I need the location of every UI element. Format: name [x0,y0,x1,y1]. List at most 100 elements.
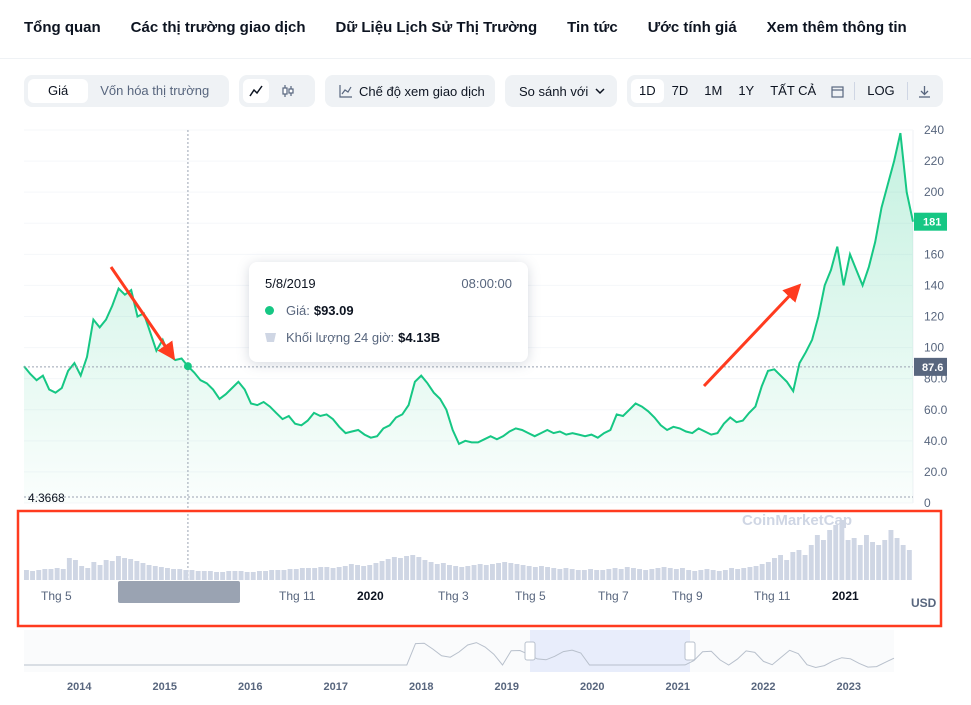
hover-point [183,362,192,371]
volume-bar [165,568,170,580]
volume-bar [833,525,839,580]
volume-bar [759,564,765,580]
nav-item-historical-data[interactable]: Dữ Liệu Lịch Sử Thị Trường [335,18,538,36]
volume-bar [520,565,526,580]
volume-bar [447,565,452,580]
volume-bar [85,568,91,580]
volume-bar [428,562,434,580]
current-price-label: 181 [923,217,941,229]
volume-bar [342,566,348,580]
navigator-handle-left[interactable] [524,641,536,661]
range-1m[interactable]: 1M [704,83,723,98]
trading-view-button[interactable]: Chế độ xem giao dịch [325,75,495,107]
volume-bar [244,572,250,580]
range-all[interactable]: TẤT CẢ [770,83,817,98]
log-divider [906,82,908,100]
tooltip-volume-value: $4.13B [398,330,441,345]
volume-bar [385,559,391,580]
nav-item-price-estimate[interactable]: Ước tính giá [647,18,737,36]
volume-bar [398,558,403,580]
volume-bar [569,569,575,580]
volume-bar [526,566,532,580]
hover-price-label: 87.6 [922,362,943,374]
volume-bar [355,565,360,580]
volume-bar [134,561,140,580]
volume-bar [183,570,189,580]
volume-bar [330,568,336,580]
volume-bar [643,570,649,580]
volume-bar [97,565,103,580]
volume-bar [716,571,722,580]
volume-bar [490,564,495,580]
volume-bar [471,565,477,580]
tooltip-price-label: Giá: [286,303,310,318]
range-7d[interactable]: 7D [671,83,689,98]
y-tick-label: 20.0 [924,465,948,479]
x-tick-label: Thg 9 [672,589,703,603]
volume-bar [692,571,698,580]
compare-label: So sánh với [519,83,589,99]
volume-bar [778,555,783,580]
volume-bar [765,562,771,580]
volume-bar [324,567,330,580]
volume-bar [649,569,655,580]
volume-bar [496,563,501,580]
volume-bar [36,570,42,580]
price-area [24,133,913,503]
volume-bar [545,567,550,580]
volume-bar [588,569,593,580]
volume-bar [514,564,520,580]
volume-bar [30,571,35,580]
nav-item-markets[interactable]: Các thị trường giao dịch [130,18,306,36]
volume-bar [483,565,489,580]
volume-bar [876,545,882,580]
volume-bar [710,570,716,580]
volume-bar [637,569,642,580]
volume-bar [624,567,630,580]
tab-market-cap[interactable]: Vốn hóa thị trường [100,83,210,98]
volume-bar [66,558,72,580]
volume-bar [814,535,820,580]
price-chart[interactable]: 020.040.060.080.010012014016018020022024… [0,115,971,705]
annotation-arrow-right [702,283,802,388]
log-toggle[interactable]: LOG [867,83,895,98]
navigator-year-label: 2016 [238,681,262,693]
navigator-track [24,630,894,672]
candlestick-icon[interactable] [275,79,301,103]
volume-bar [661,567,667,580]
range-1y[interactable]: 1Y [738,83,755,98]
volume-bar [864,535,869,580]
download-icon[interactable] [912,79,938,103]
navigator-window [530,630,690,672]
volume-bar [631,568,636,580]
nav-item-more-info[interactable]: Xem thêm thông tin [766,18,907,36]
volume-bar [379,561,385,580]
volume-bar [416,557,422,580]
navigator-year-label: 2019 [495,681,519,693]
x-tick-label: Thg 11 [754,589,791,603]
volume-icon [265,333,276,342]
current-price-tag [914,212,947,231]
annotation-box [16,509,943,628]
tooltip-date: 5/8/2019 [265,276,316,291]
hover-date-label [118,581,240,603]
line-chart-icon[interactable] [243,79,269,103]
chart-type-toggle [239,75,315,107]
volume-bar [686,570,692,580]
nav-item-overview[interactable]: Tổng quan [24,18,101,36]
volume-bar [336,567,342,580]
navigator-year-label: 2022 [751,681,775,693]
volume-bar [888,530,894,580]
compare-dropdown[interactable]: So sánh với [505,75,617,107]
volume-bar [281,570,287,580]
metric-toggle: Giá Vốn hóa thị trường [24,75,229,107]
calendar-icon[interactable] [824,79,850,103]
range-1d[interactable]: 1D [631,79,664,103]
chart-toolbar: Giá Vốn hóa thị trường Chế độ xem giao d… [24,75,953,107]
x-tick-label: Thg 7 [598,589,629,603]
nav-item-news[interactable]: Tin tức [567,18,618,36]
volume-bar [434,564,440,580]
navigator-handle-right[interactable] [684,641,696,661]
volume-bar [772,558,777,580]
tab-price[interactable]: Giá [28,79,89,103]
